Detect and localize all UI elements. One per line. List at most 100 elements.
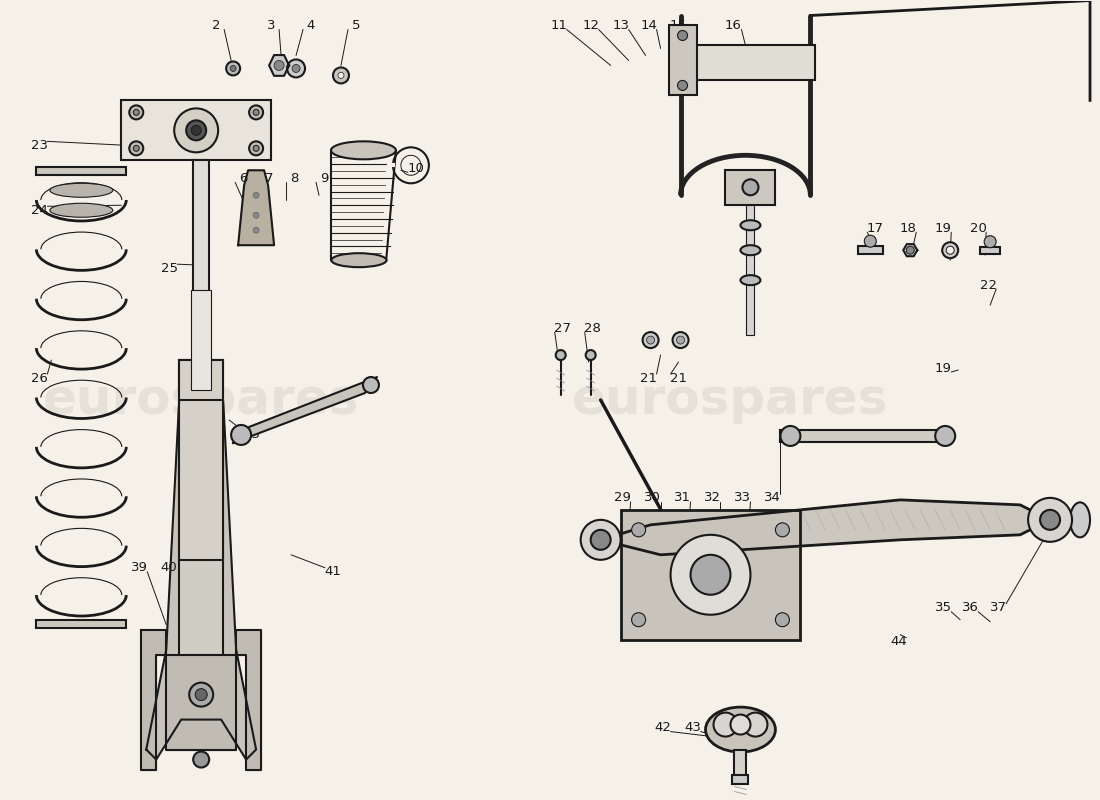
Text: 44: 44	[890, 635, 906, 648]
Text: 17: 17	[867, 222, 883, 234]
Bar	[620, 510, 801, 640]
Circle shape	[191, 126, 201, 135]
Text: 3: 3	[267, 19, 275, 32]
Circle shape	[253, 212, 260, 218]
Circle shape	[691, 554, 730, 594]
Text: 26: 26	[31, 371, 47, 385]
Text: 14: 14	[640, 19, 657, 32]
Text: eurospares: eurospares	[572, 376, 889, 424]
Circle shape	[253, 110, 260, 115]
Circle shape	[742, 179, 758, 195]
Circle shape	[133, 146, 140, 151]
Ellipse shape	[740, 275, 760, 285]
Text: 22: 22	[980, 278, 997, 292]
Text: 24: 24	[31, 204, 47, 217]
Circle shape	[253, 192, 260, 198]
Ellipse shape	[50, 183, 113, 198]
Bar	[179, 360, 223, 560]
Ellipse shape	[705, 707, 776, 752]
Circle shape	[935, 426, 955, 446]
Text: 39: 39	[131, 562, 147, 574]
Text: 32: 32	[704, 491, 720, 504]
Circle shape	[678, 30, 688, 41]
Text: 12: 12	[582, 19, 600, 32]
Circle shape	[231, 425, 251, 445]
Circle shape	[130, 142, 143, 155]
Circle shape	[1028, 498, 1072, 542]
Circle shape	[133, 110, 140, 115]
Circle shape	[1041, 510, 1060, 530]
Circle shape	[338, 73, 344, 78]
Circle shape	[249, 106, 263, 119]
Text: 41: 41	[324, 566, 341, 578]
Text: 19: 19	[935, 362, 952, 374]
Ellipse shape	[740, 220, 760, 230]
Circle shape	[581, 520, 620, 560]
Circle shape	[189, 682, 213, 706]
Circle shape	[776, 523, 790, 537]
Polygon shape	[146, 400, 256, 759]
Circle shape	[676, 336, 684, 344]
Bar	[669, 26, 696, 95]
Text: 43: 43	[684, 721, 701, 734]
Ellipse shape	[740, 246, 760, 255]
Text: 10: 10	[407, 162, 425, 175]
Circle shape	[943, 242, 958, 258]
Text: 8: 8	[290, 172, 298, 185]
Circle shape	[363, 377, 378, 393]
Bar	[194, 160, 209, 360]
Circle shape	[678, 81, 688, 90]
Circle shape	[130, 106, 143, 119]
Circle shape	[776, 613, 790, 626]
Text: 19: 19	[935, 222, 952, 234]
Text: 38: 38	[234, 431, 252, 445]
Text: 27: 27	[554, 322, 571, 334]
Text: 35: 35	[935, 602, 952, 614]
Bar	[747, 206, 755, 335]
Text: 20: 20	[970, 222, 987, 234]
Text: 6: 6	[239, 172, 248, 185]
Text: 7: 7	[265, 172, 273, 185]
Polygon shape	[141, 630, 261, 770]
Circle shape	[293, 65, 300, 73]
Text: 13: 13	[612, 19, 629, 32]
Circle shape	[230, 66, 236, 71]
Ellipse shape	[50, 203, 113, 218]
Polygon shape	[270, 55, 289, 76]
Polygon shape	[903, 244, 917, 256]
Circle shape	[642, 332, 659, 348]
Bar	[36, 620, 126, 628]
Circle shape	[744, 713, 768, 737]
Bar	[980, 246, 1000, 254]
Circle shape	[186, 120, 206, 140]
Polygon shape	[238, 170, 274, 246]
Circle shape	[274, 61, 284, 70]
Text: 21: 21	[640, 371, 657, 385]
Circle shape	[906, 246, 914, 254]
Ellipse shape	[1070, 502, 1090, 538]
Bar	[726, 170, 775, 206]
Circle shape	[631, 523, 646, 537]
Circle shape	[253, 146, 260, 151]
Text: 9: 9	[320, 172, 328, 185]
Circle shape	[714, 713, 737, 737]
Bar	[733, 774, 748, 785]
Circle shape	[591, 530, 611, 550]
Circle shape	[249, 142, 263, 155]
Text: 31: 31	[674, 491, 691, 504]
Circle shape	[174, 108, 218, 152]
Circle shape	[287, 59, 305, 78]
Bar	[780, 430, 950, 442]
Text: 33: 33	[734, 491, 751, 504]
Circle shape	[253, 227, 260, 234]
Circle shape	[647, 336, 654, 344]
Circle shape	[672, 332, 689, 348]
Circle shape	[194, 751, 209, 767]
Text: 28: 28	[584, 322, 601, 334]
Text: 18: 18	[900, 222, 916, 234]
Text: 5: 5	[352, 19, 360, 32]
Text: 16: 16	[725, 19, 741, 32]
Text: 42: 42	[654, 721, 671, 734]
Text: 11: 11	[550, 19, 568, 32]
Text: 25: 25	[161, 262, 178, 274]
